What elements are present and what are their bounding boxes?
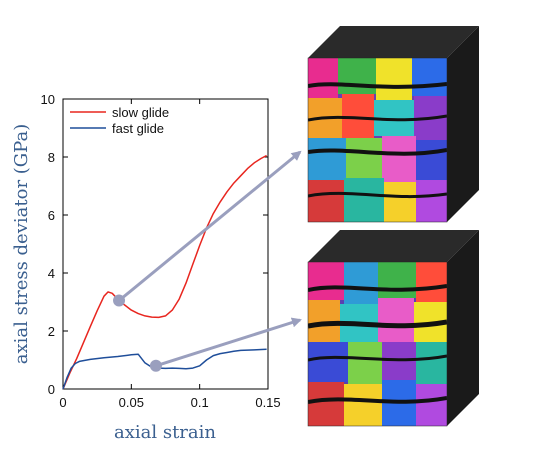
cube-front-face [308, 262, 447, 426]
slip-band-3 [308, 148, 447, 156]
annotation-arrow-slow-glide [118, 150, 302, 302]
microstructure-cube-fast-glide [307, 230, 479, 427]
annotation-marker-slow-glide [113, 294, 126, 307]
annotation-marker-fast-glide [149, 359, 162, 372]
y-tick-label: 10 [41, 92, 55, 107]
y-axis-ticks: 0 2 4 6 8 10 [41, 92, 268, 397]
plot-frame [62, 98, 269, 390]
slip-band-1 [308, 82, 447, 89]
x-tick-label: 0.15 [255, 395, 280, 410]
annotation-arrows [113, 150, 302, 372]
slip-band-4 [308, 191, 447, 199]
stress-strain-plot: 0 0.05 0.1 0.15 0 2 4 6 8 10 slow glide fast gli… [11, 92, 281, 443]
cube-front-outline [307, 261, 448, 427]
legend-label-slow-glide: slow glide [112, 105, 169, 120]
x-tick-label: 0 [59, 395, 66, 410]
legend-label-fast-glide: fast glide [112, 121, 164, 136]
slip-band-3 [308, 354, 447, 362]
cube-front-outline [307, 57, 448, 223]
slip-band-1 [308, 284, 447, 292]
y-axis-title: axial stress deviator (GPa) [11, 124, 32, 364]
cube-side-face [447, 26, 479, 222]
y-tick-label: 2 [48, 324, 55, 339]
series-line-fast-glide [62, 348, 267, 390]
y-tick-label: 6 [48, 208, 55, 223]
slip-band-4 [308, 396, 447, 404]
slip-band-2 [308, 319, 447, 329]
y-tick-label: 0 [48, 382, 55, 397]
cube-side-face [447, 230, 479, 426]
series-lines [62, 154, 267, 390]
x-tick-label: 0.1 [191, 395, 209, 410]
slip-band-2 [308, 114, 447, 122]
y-tick-label: 4 [48, 266, 55, 281]
x-tick-label: 0.05 [119, 395, 144, 410]
x-axis-ticks: 0 0.05 0.1 0.15 [59, 99, 281, 410]
legend: slow glide fast glide [70, 105, 169, 136]
cube-top-face [308, 230, 479, 262]
cube-front-face [308, 58, 447, 222]
annotation-arrow-fast-glide [155, 317, 302, 368]
microstructure-cube-slow-glide [307, 26, 479, 223]
y-tick-label: 8 [48, 150, 55, 165]
cube-top-face [308, 26, 479, 58]
series-line-slow-glide [62, 154, 267, 390]
x-axis-title: axial strain [114, 422, 216, 443]
